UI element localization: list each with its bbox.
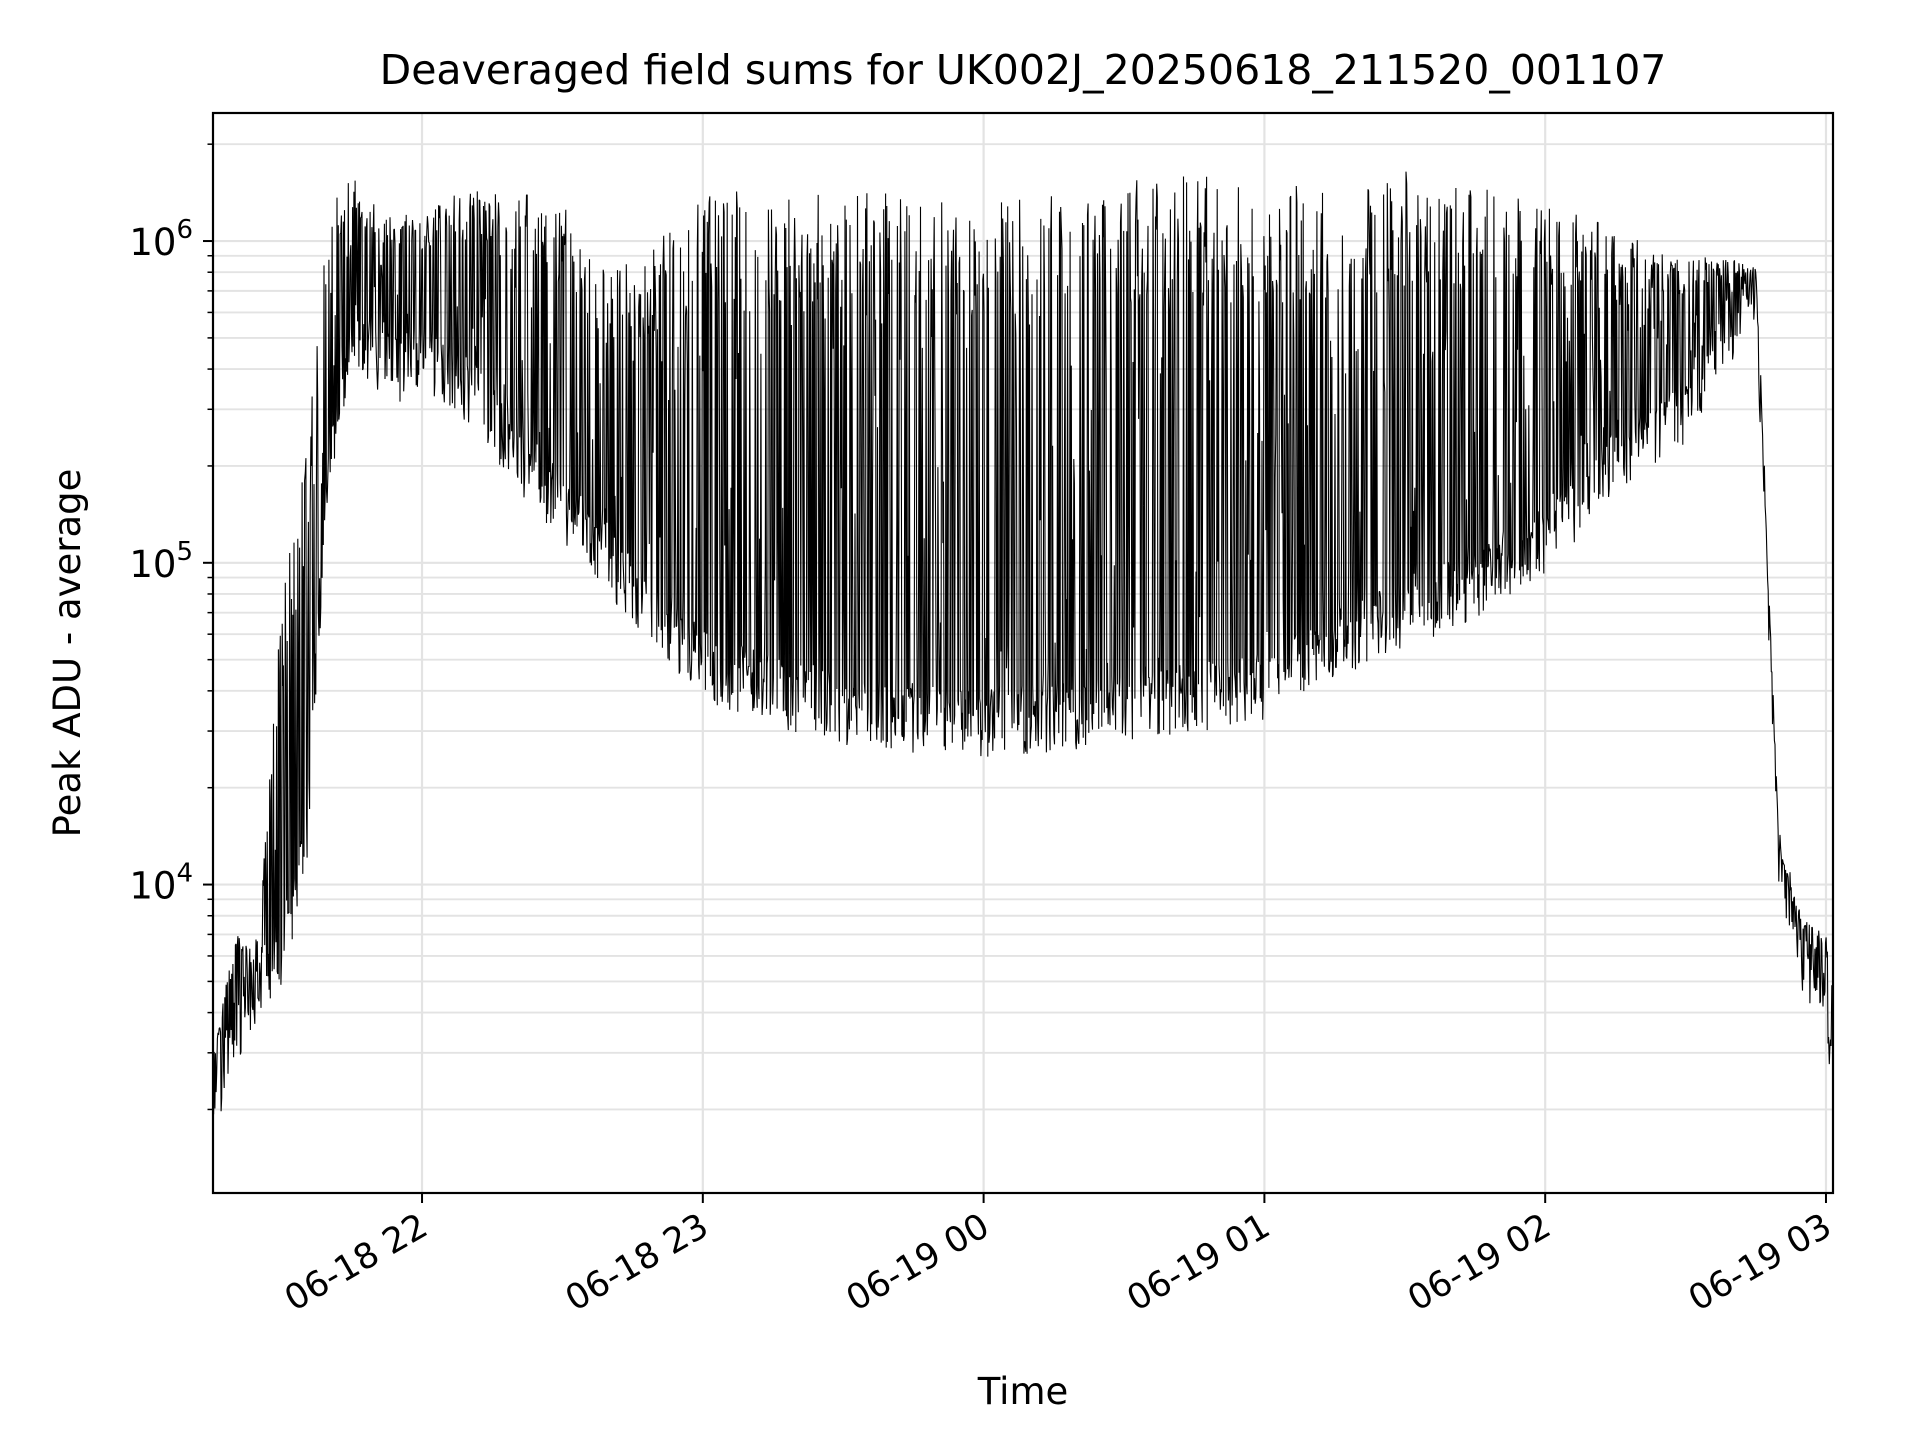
y-tick-label: 106 (129, 215, 193, 264)
x-tick-label: 06-18 23 (559, 1206, 715, 1319)
x-tick-label: 06-18 22 (278, 1206, 434, 1319)
series-line (212, 171, 1834, 1115)
x-axis-label: Time (977, 1370, 1069, 1413)
y-axis-label: Peak ADU - average (46, 469, 89, 838)
x-tick-label: 06-19 01 (1121, 1206, 1277, 1319)
chart-title: Deaveraged field sums for UK002J_2025061… (380, 46, 1667, 94)
x-tick-label: 06-19 02 (1401, 1206, 1557, 1319)
plot-frame (211, 111, 1835, 1195)
x-tick-label: 06-19 03 (1682, 1206, 1838, 1319)
y-tick-label: 105 (129, 537, 193, 586)
x-tick-label: 06-19 00 (840, 1206, 996, 1319)
y-tick-label: 104 (129, 859, 193, 908)
